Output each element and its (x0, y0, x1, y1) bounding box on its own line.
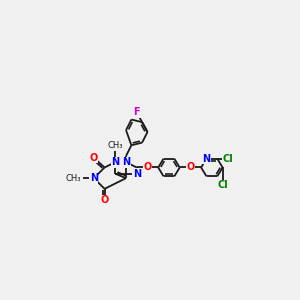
Text: CH₃: CH₃ (66, 174, 81, 183)
Text: N: N (122, 157, 130, 167)
Text: O: O (186, 163, 194, 172)
Text: F: F (134, 107, 140, 117)
Text: O: O (143, 163, 152, 172)
Text: N: N (202, 154, 211, 164)
Text: Cl: Cl (223, 154, 233, 164)
Text: O: O (100, 195, 109, 206)
Text: Cl: Cl (217, 180, 228, 190)
Text: N: N (90, 173, 98, 183)
Text: N: N (133, 169, 141, 179)
Text: O: O (90, 153, 98, 163)
Text: N: N (111, 157, 119, 167)
Text: CH₃: CH₃ (107, 141, 123, 150)
